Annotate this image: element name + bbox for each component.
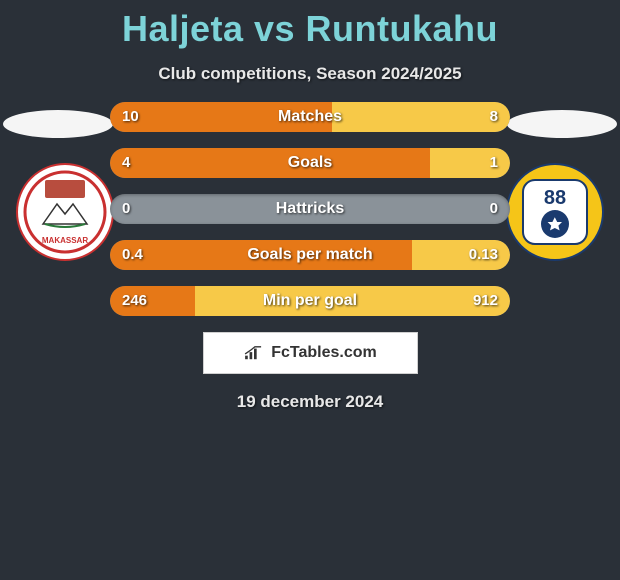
date-text: 19 december 2024 bbox=[0, 392, 620, 412]
stat-row: Goals per match0.4 0.13 bbox=[110, 240, 510, 270]
stat-label: Goals bbox=[110, 148, 510, 178]
badge-left-text: MAKASSAR bbox=[42, 236, 88, 245]
club-badge-right-circle: 88 bbox=[505, 162, 605, 262]
stat-label: Hattricks bbox=[110, 194, 510, 224]
badge-right-number: 88 bbox=[544, 187, 566, 209]
attribution-badge: FcTables.com bbox=[203, 332, 418, 374]
stat-value-right: 912 bbox=[473, 286, 498, 316]
chart-icon bbox=[243, 345, 265, 361]
stat-bars: Matches10 8 Goals4 1 Hattricks0 0 Goals per ma… bbox=[110, 102, 510, 316]
stat-value-right: 0.13 bbox=[469, 240, 498, 270]
club-badge-right: 88 bbox=[505, 162, 605, 262]
page-title: Haljeta vs Runtukahu bbox=[0, 0, 620, 50]
club-badge-right-svg: 88 bbox=[505, 162, 605, 262]
stat-value-right: 1 bbox=[490, 148, 498, 178]
stat-label: Min per goal bbox=[110, 286, 510, 316]
subtitle: Club competitions, Season 2024/2025 bbox=[0, 64, 620, 84]
stat-label: Goals per match bbox=[110, 240, 510, 270]
club-badge-left: MAKASSAR bbox=[15, 162, 115, 262]
stat-row: Hattricks0 0 bbox=[110, 194, 510, 224]
stat-value-left: 246 bbox=[122, 286, 147, 316]
stat-value-right: 8 bbox=[490, 102, 498, 132]
stat-row: Goals4 1 bbox=[110, 148, 510, 178]
stat-row: Min per goal246 912 bbox=[110, 286, 510, 316]
club-badge-left-circle: MAKASSAR bbox=[15, 162, 115, 262]
stat-label: Matches bbox=[110, 102, 510, 132]
club-badge-left-svg: MAKASSAR bbox=[15, 162, 115, 262]
attribution-text: FcTables.com bbox=[271, 344, 377, 362]
stat-value-left: 4 bbox=[122, 148, 130, 178]
stat-value-right: 0 bbox=[490, 194, 498, 224]
comparison-panel: MAKASSAR 88 Matches10 8 Goals4 1 Hattricks0 0… bbox=[0, 102, 620, 412]
stat-value-left: 0.4 bbox=[122, 240, 143, 270]
stat-row: Matches10 8 bbox=[110, 102, 510, 132]
player-ellipse-left bbox=[3, 110, 113, 138]
stat-value-left: 0 bbox=[122, 194, 130, 224]
player-ellipse-right bbox=[507, 110, 617, 138]
stat-value-left: 10 bbox=[122, 102, 139, 132]
